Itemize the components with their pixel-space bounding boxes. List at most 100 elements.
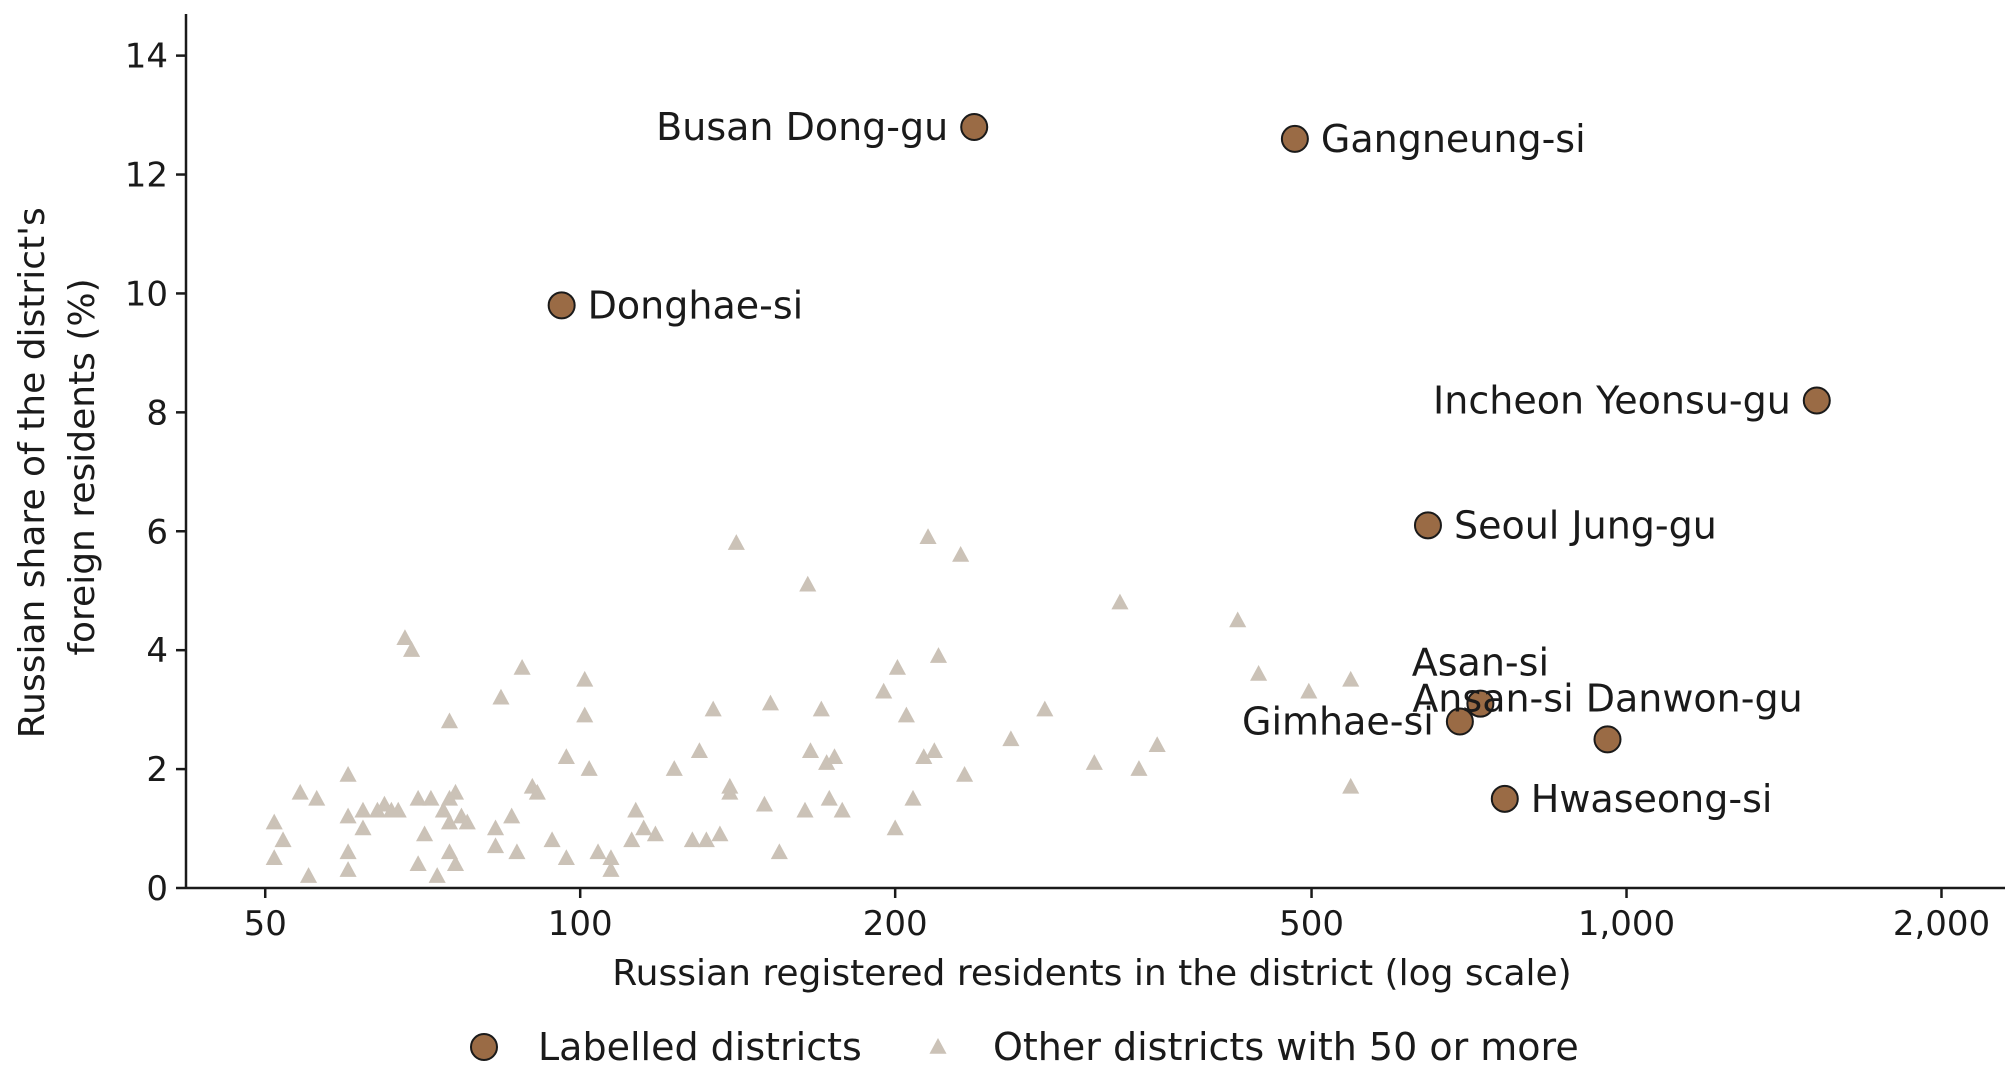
other-district-point <box>704 700 722 717</box>
other-district-point <box>755 795 773 812</box>
other-district-point <box>354 819 372 836</box>
other-district-point <box>952 546 970 562</box>
other-district-point <box>1342 777 1360 794</box>
y-axis-title: Russian share of the district's foreign … <box>12 196 103 739</box>
other-district-point <box>886 819 904 836</box>
y-tick-label: 6 <box>146 512 168 552</box>
other-district-point <box>409 855 427 871</box>
other-district-point <box>1111 593 1129 610</box>
district-label: Hwaseong-si <box>1531 777 1773 821</box>
other-district-point <box>915 748 933 764</box>
other-district-point <box>697 831 715 848</box>
x-tick-label: 100 <box>548 904 613 944</box>
legend-label-other: Other districts with 50 or more <box>993 1025 1579 1069</box>
legend: Labelled districts Other districts with … <box>470 1025 1579 1069</box>
other-districts-points <box>265 528 1360 883</box>
other-district-point <box>711 825 729 842</box>
other-district-point <box>446 855 465 871</box>
other-district-point <box>623 831 641 848</box>
district-label: Ansan-si Danwon-gu <box>1412 676 1802 720</box>
other-district-point <box>274 831 292 848</box>
labelled-districts-points <box>547 112 1831 813</box>
other-district-point <box>646 825 664 842</box>
other-district-point <box>956 766 974 782</box>
other-district-point <box>576 670 594 687</box>
y-tick-label: 2 <box>146 750 168 790</box>
other-district-point <box>875 682 893 699</box>
y-tick-label: 14 <box>125 37 168 77</box>
y-tick-label: 8 <box>146 393 168 433</box>
other-district-point <box>528 783 546 800</box>
other-district-point <box>1148 736 1166 753</box>
labelled-district-point <box>960 112 989 141</box>
other-district-point <box>770 843 788 860</box>
y-axis-ticks: 0 2 4 6 8 10 12 14 <box>125 37 186 909</box>
other-district-point <box>486 837 505 854</box>
labelled-district-point <box>1490 784 1519 813</box>
other-district-point <box>396 629 414 646</box>
other-district-point <box>416 825 434 842</box>
y-tick-label: 4 <box>146 631 168 671</box>
x-tick-label: 50 <box>244 904 287 944</box>
other-district-point <box>602 861 620 877</box>
other-district-point <box>799 575 817 592</box>
other-district-point <box>690 742 708 759</box>
other-district-point <box>1342 670 1360 687</box>
other-district-point <box>925 742 943 759</box>
district-label: Donghae-si <box>588 283 804 327</box>
other-district-point <box>888 659 906 675</box>
other-district-point <box>422 789 440 806</box>
legend-circle-marker <box>470 1033 498 1061</box>
y-tick-label: 0 <box>146 869 168 909</box>
district-label: Gangneung-si <box>1321 117 1586 161</box>
other-district-point <box>354 801 372 818</box>
other-district-point <box>299 867 318 883</box>
district-label: Seoul Jung-gu <box>1454 503 1717 547</box>
x-axis-title: Russian registered residents in the dist… <box>612 953 1571 994</box>
other-district-point <box>1250 664 1268 681</box>
other-district-point <box>635 819 653 836</box>
district-label: Incheon Yeonsu-gu <box>1433 378 1791 422</box>
other-district-point <box>308 789 326 806</box>
labelled-district-point <box>1445 707 1474 736</box>
other-district-point <box>727 534 745 550</box>
other-district-point <box>602 849 620 866</box>
other-district-point <box>761 694 780 711</box>
other-district-point <box>683 831 701 848</box>
other-district-point <box>929 647 948 663</box>
labelled-district-point <box>1280 124 1309 153</box>
district-label: Asan-si <box>1412 641 1549 685</box>
other-district-point <box>339 843 357 860</box>
other-district-point <box>440 712 459 729</box>
other-district-point <box>513 659 531 675</box>
x-tick-label: 500 <box>1279 904 1344 944</box>
other-district-point <box>440 843 459 860</box>
other-district-point <box>1036 700 1054 717</box>
other-district-point <box>897 706 915 723</box>
other-district-point <box>919 528 937 544</box>
legend-triangle-marker <box>929 1038 947 1054</box>
x-tick-label: 1,000 <box>1578 904 1675 944</box>
other-district-point <box>1085 754 1103 770</box>
x-axis-ticks: 50 100 200 500 1,000 2,000 <box>244 888 1990 944</box>
y-tick-label: 12 <box>125 156 168 196</box>
other-district-point <box>446 783 465 800</box>
labelled-district-point <box>547 291 576 320</box>
other-district-point <box>589 843 607 860</box>
other-district-point <box>508 843 526 860</box>
other-district-point <box>820 789 838 806</box>
labelled-district-point <box>1593 725 1622 754</box>
other-district-point <box>580 760 598 776</box>
other-district-point <box>665 760 683 776</box>
other-district-point <box>1002 730 1020 747</box>
district-label: Busan Dong-gu <box>656 105 948 149</box>
point-labels: Busan Dong-gu Gangneung-si Donghae-si Inche… <box>588 105 1803 821</box>
other-district-point <box>904 789 922 806</box>
labelled-district-point <box>1413 511 1442 540</box>
x-tick-label: 2,000 <box>1893 904 1990 944</box>
other-district-point <box>434 801 452 818</box>
other-district-point <box>812 700 830 717</box>
other-district-point <box>825 748 844 764</box>
other-district-point <box>1130 760 1148 776</box>
